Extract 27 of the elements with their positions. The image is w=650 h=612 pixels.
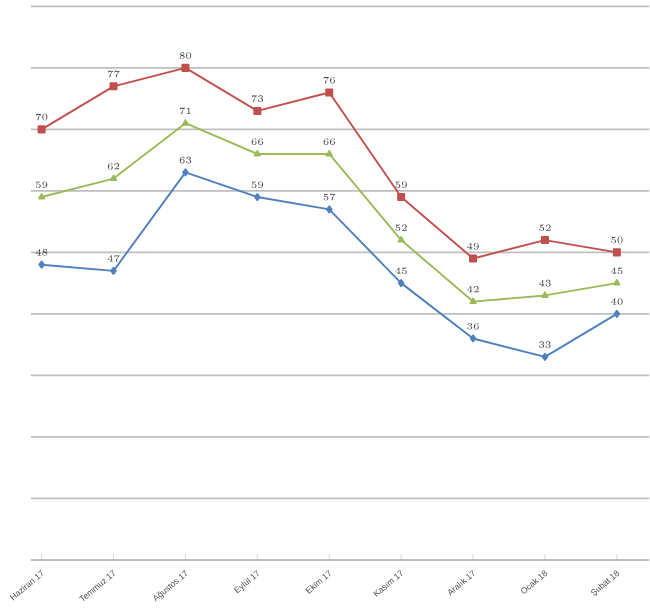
point <box>254 192 261 201</box>
point <box>613 279 621 286</box>
point <box>469 334 477 343</box>
point <box>326 205 333 214</box>
point <box>397 235 405 243</box>
point <box>181 63 190 72</box>
point <box>397 279 405 288</box>
point <box>38 192 46 200</box>
point <box>38 260 45 269</box>
point <box>541 291 549 298</box>
point <box>613 309 621 318</box>
point <box>325 88 334 97</box>
point <box>181 119 190 126</box>
point <box>397 192 406 201</box>
point <box>110 266 117 275</box>
point <box>253 106 262 115</box>
point <box>109 174 118 181</box>
point <box>182 168 189 177</box>
point <box>540 235 549 244</box>
point <box>325 149 333 157</box>
point <box>612 248 621 257</box>
point <box>541 352 549 361</box>
point <box>253 149 261 157</box>
point <box>469 297 477 304</box>
point <box>109 82 118 91</box>
point <box>37 125 46 134</box>
point <box>469 254 478 263</box>
